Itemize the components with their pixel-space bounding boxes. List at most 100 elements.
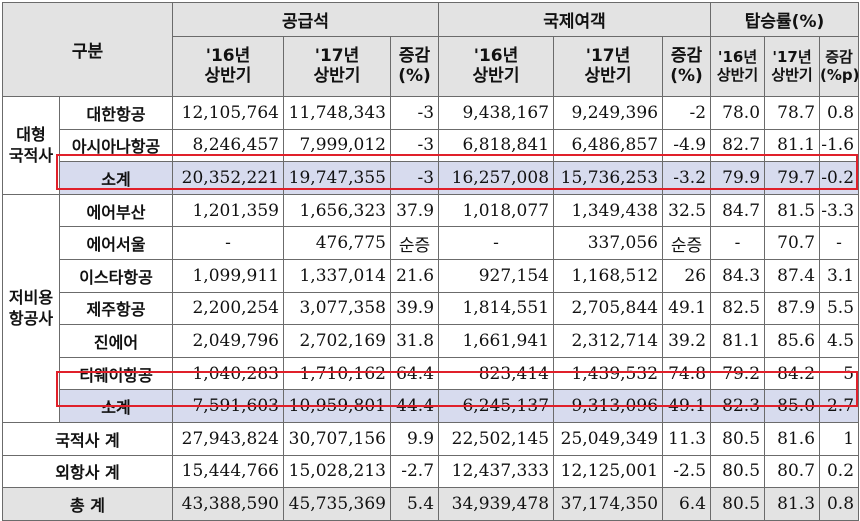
value-cell: 9,249,396 [553,96,664,130]
value-cell: 64.4 [389,356,440,391]
value-cell: 1 [819,421,860,456]
value-cell: 34,939,478 [438,487,555,521]
value-cell: 82.5 [710,291,766,326]
airline-name: 소계 [59,161,173,195]
value-cell: 79.2 [710,356,766,391]
value-cell: 12,125,001 [553,454,664,489]
value-cell: 8,246,457 [172,128,284,163]
airline-name: 대한항공 [59,96,173,130]
value-cell: 44.4 [389,389,440,423]
value-cell: - [172,226,284,260]
value-cell: - [819,226,860,260]
header-category: 구분 [2,2,173,97]
value-cell: 39.9 [389,291,440,326]
value-cell: 27,943,824 [172,421,284,456]
value-cell: 6,245,137 [438,389,555,423]
value-cell: 82.3 [710,389,766,423]
value-cell: 2,705,844 [553,291,664,326]
value-cell: 81.3 [764,487,821,521]
value-cell: 6,818,841 [438,128,555,163]
row-label: 외항사 계 [2,454,173,489]
subheader-change: 증감 (%) [662,36,712,97]
value-cell: 81.6 [764,421,821,456]
value-cell: 87.9 [764,291,821,326]
value-cell: -3.2 [662,161,712,195]
value-cell: 21.6 [389,258,440,293]
table-row: 소계 7,591,603 10,959,801 44.4 6,245,137 9,313,… [3,389,860,423]
value-cell: 0.8 [819,96,860,130]
value-cell: 476,775 [283,226,391,260]
value-cell: 1,661,941 [438,324,555,358]
subheader-change-pp: 증감 (%p) [819,36,860,97]
value-cell: -3 [389,161,440,195]
value-cell: 1,814,551 [438,291,555,326]
table-row: 소계 20,352,221 19,747,355 -3 16,257,008 15,736… [3,161,860,195]
value-cell: 85.6 [764,324,821,358]
value-cell: 81.5 [764,193,821,228]
value-cell: 3,077,358 [283,291,391,326]
value-cell: -3 [389,96,440,130]
value-cell: 1,040,283 [172,356,284,391]
value-cell: -2.7 [389,454,440,489]
airline-name: 에어부산 [59,193,173,228]
table-row: 저비용 항공사 에어부산 1,201,359 1,656,323 37.9 1,018,07… [2,193,860,423]
table-row: 진에어 2,049,796 2,702,169 31.8 1,661,941 2,312,… [3,324,860,358]
value-cell: 19,747,355 [283,161,391,195]
value-cell: 12,105,764 [172,96,284,130]
value-cell: 70.7 [764,226,821,260]
value-cell: 5.4 [389,487,440,521]
value-cell: 25,049,349 [553,421,664,456]
value-cell: 2.7 [819,389,860,423]
value-cell: 1,099,911 [172,258,284,293]
value-cell: 79.9 [710,161,766,195]
value-cell: 1,349,438 [553,193,664,228]
value-cell: 4.5 [819,324,860,358]
value-cell: - [710,226,766,260]
value-cell: 84.7 [710,193,766,228]
value-cell: 10,959,801 [283,389,391,423]
value-cell: 15,736,253 [553,161,664,195]
value-cell: 순증 [389,226,440,260]
value-cell: 2,049,796 [172,324,284,358]
group-label-lcc: 저비용 항공사 [2,193,60,423]
subheader-2017: '17년 상반기 [764,36,821,97]
value-cell: 15,028,213 [283,454,391,489]
value-cell: 26 [662,258,712,293]
header-load-factor: 탑승률(%) [710,2,860,37]
value-cell: - [438,226,555,260]
value-cell: 1,337,014 [283,258,391,293]
value-cell: -1.6 [819,128,860,163]
value-cell: 81.1 [710,324,766,358]
subheader-2017: '17년 상반기 [553,36,664,97]
value-cell: -0.2 [819,161,860,195]
airline-name: 아시아나항공 [59,128,173,163]
value-cell: 823,414 [438,356,555,391]
value-cell: 49.1 [662,389,712,423]
table-row: 국적사 계 27,943,824 30,707,156 9.9 22,502,145 25… [2,421,860,456]
value-cell: 30,707,156 [283,421,391,456]
value-cell: 1,710,162 [283,356,391,391]
header-seats: 공급석 [171,2,440,37]
table-row: 이스타항공 1,099,911 1,337,014 21.6 927,154 1,168,… [3,258,860,293]
value-cell: 32.5 [662,193,712,228]
value-cell: 84.2 [764,356,821,391]
value-cell: 순증 [662,226,712,260]
value-cell: 79.7 [764,161,821,195]
value-cell: 7,999,012 [283,128,391,163]
group-label-major: 대형 국적사 [2,96,60,195]
value-cell: 20,352,221 [172,161,284,195]
subheader-change: 증감 (%) [389,36,440,97]
table-row: 제주항공 2,200,254 3,077,358 39.9 1,814,551 2,705… [3,291,860,326]
airline-name: 제주항공 [59,291,173,326]
value-cell: 37,174,350 [553,487,664,521]
value-cell: 12,437,333 [438,454,555,489]
value-cell: 78.0 [710,96,766,130]
value-cell: 0.2 [819,454,860,489]
row-label: 국적사 계 [2,421,173,456]
table-row: 에어서울 -476,775 순증 -337,056 순증 -70.7- [3,226,860,260]
value-cell: 81.1 [764,128,821,163]
table-row: 아시아나항공 8,246,457 7,999,012 -3 6,818,841 6,486… [3,128,860,163]
value-cell: 1,018,077 [438,193,555,228]
value-cell: 7,591,603 [172,389,284,423]
